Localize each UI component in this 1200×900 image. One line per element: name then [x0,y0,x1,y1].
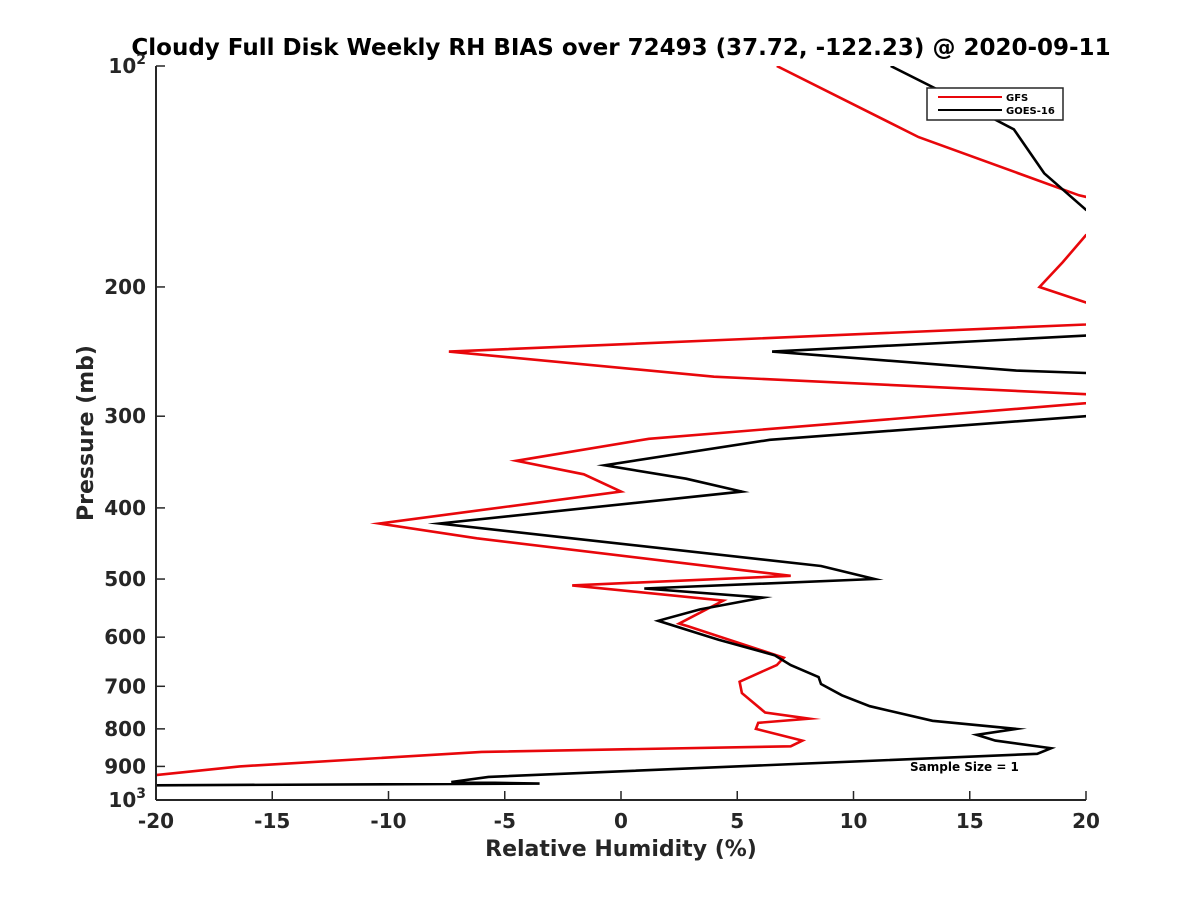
x-tick-label: -15 [254,809,290,833]
x-tick-label: -5 [494,809,516,833]
y-tick-label: 600 [104,625,146,649]
y-tick-label: 102 [108,52,146,78]
x-tick-label: 20 [1072,809,1100,833]
y-tick-label: 800 [104,717,146,741]
y-tick-label: 400 [104,496,146,520]
x-ticks: -20 -15 -10 -5 0 5 10 15 20 [138,791,1100,833]
legend: GFS GOES-16 [927,88,1063,120]
y-tick-exponent: 2 [136,52,146,68]
x-tick-label: 0 [614,809,628,833]
series-layer [133,66,1110,786]
y-tick-label: 500 [104,567,146,591]
x-tick-label: -10 [370,809,406,833]
y-tick-exponent: 3 [136,786,146,802]
y-tick-base: 10 [108,54,136,78]
x-tick-label: -20 [138,809,174,833]
chart-title: Cloudy Full Disk Weekly RH BIAS over 724… [131,35,1110,61]
rh-bias-chart: Cloudy Full Disk Weekly RH BIAS over 724… [0,0,1200,900]
x-tick-label: 15 [956,809,984,833]
sample-size-annotation: Sample Size = 1 [910,760,1019,774]
y-tick-label: 200 [104,275,146,299]
x-axis-title: Relative Humidity (%) [485,837,757,862]
x-tick-label: 5 [730,809,744,833]
y-tick-base: 10 [108,788,136,812]
legend-label-goes16: GOES-16 [1006,106,1055,117]
y-tick-label: 700 [104,674,146,698]
series-line-goes16 [133,66,1110,786]
y-tick-label: 900 [104,754,146,778]
x-tick-label: 10 [840,809,868,833]
legend-label-gfs: GFS [1006,93,1028,104]
y-axis-title: Pressure (mb) [74,345,99,521]
series-line-gfs [133,66,1110,779]
y-tick-label: 300 [104,404,146,428]
